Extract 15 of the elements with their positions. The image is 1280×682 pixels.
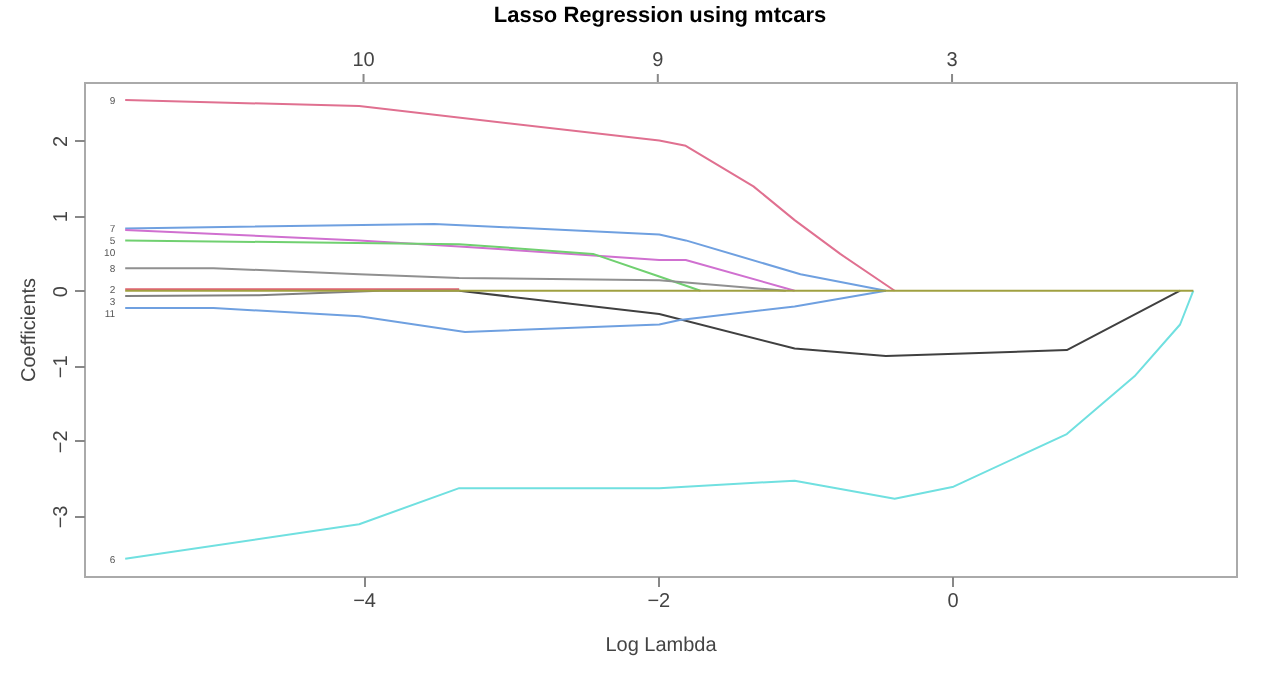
chart-title: Lasso Regression using mtcars	[493, 4, 827, 28]
text: 3	[946, 50, 959, 72]
y-tick-label: 1	[51, 210, 73, 223]
x-axis-title: Log Lambda	[605, 635, 718, 657]
x-tick-label: −4	[353, 591, 377, 613]
x-tick-label: −2	[647, 591, 672, 613]
y-tick-label: −1	[51, 354, 73, 379]
text: 9	[652, 50, 665, 72]
y-tick-label: −2	[51, 429, 73, 454]
y-axis-title: Coefficients	[19, 277, 41, 383]
x-tick-label: 0	[947, 591, 960, 613]
y-tick-label: 2	[51, 135, 73, 148]
text: 10	[352, 50, 376, 72]
y-tick-label: −3	[51, 504, 73, 529]
y-tick-label: 0	[51, 285, 73, 298]
